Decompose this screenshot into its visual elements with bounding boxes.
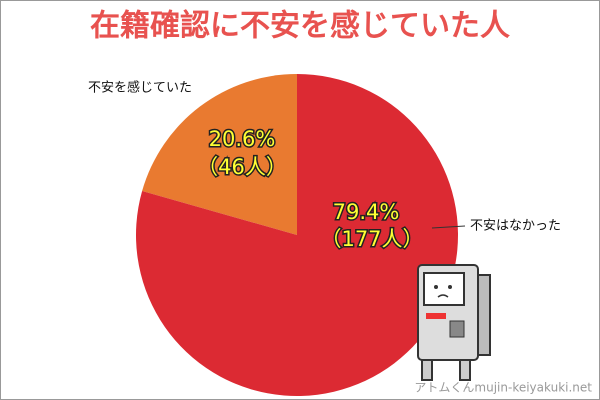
mascot [417,264,491,381]
pie-slice [135,74,458,396]
chart-title: 在籍確認に不安を感じていた人 [90,9,510,44]
count-label: （46人） [197,155,287,179]
category-label: 不安を感じていた [88,80,192,96]
pie-slice [142,74,297,235]
value-label: 79.4% [333,200,400,224]
count-label: （177人） [320,227,423,251]
value-label: 20.6% [209,127,276,151]
watermark: アトムくんmujin-keiyakuki.net [414,381,592,395]
pie [135,74,458,396]
category-label: 不安はなかった [470,219,561,234]
leader-line [431,225,466,229]
